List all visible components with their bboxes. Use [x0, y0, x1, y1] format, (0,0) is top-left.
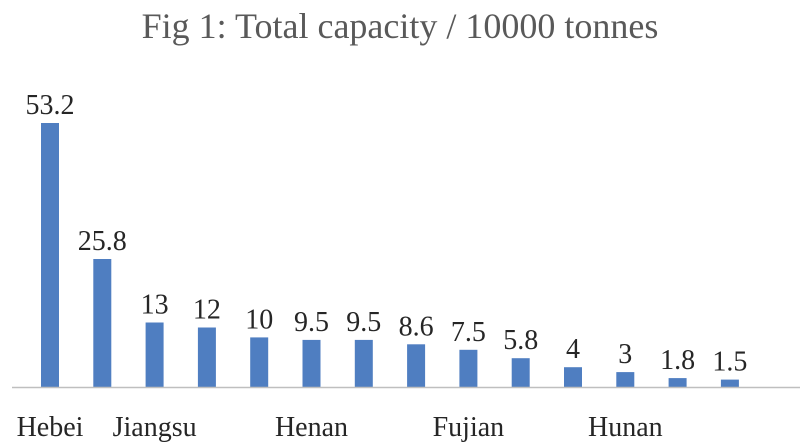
data-label-10: 4: [566, 334, 580, 365]
data-label-3: 12: [193, 295, 221, 326]
data-label-12: 1.8: [660, 345, 695, 376]
bar-1: [93, 259, 112, 387]
bars-group: [41, 123, 739, 387]
bar-2: [145, 322, 164, 387]
bar-9: [511, 358, 530, 387]
bar-12: [668, 378, 687, 387]
bar-3: [197, 327, 216, 387]
data-label-9: 5.8: [503, 325, 538, 356]
value-labels-group: 53.2 25.8 13 12 10 9.5 9.5 8.6 7.5 5.8 4 3 1.8 1.5: [26, 90, 748, 378]
category-label-11: Hunan: [588, 412, 663, 443]
bar-8: [459, 349, 478, 387]
bar-5: [302, 339, 321, 387]
bar-4: [250, 337, 269, 387]
bar-0: [41, 123, 59, 387]
data-label-11: 3: [618, 339, 632, 370]
category-label-8: Fujian: [433, 412, 505, 443]
data-label-0: 53.2: [26, 90, 75, 121]
data-label-13: 1.5: [712, 347, 747, 378]
chart-title: Fig 1: Total capacity / 10000 tonnes: [141, 6, 659, 46]
category-label-5: Henan: [275, 412, 348, 443]
bar-7: [407, 344, 426, 387]
bar-13: [720, 379, 739, 387]
data-label-5: 9.5: [294, 307, 329, 338]
category-labels-group: Hebei Jiangsu Henan Fujian Hunan: [17, 412, 663, 443]
data-label-4: 10: [245, 304, 273, 335]
category-label-0: Hebei: [17, 412, 84, 443]
bar-11: [616, 372, 635, 387]
data-label-1: 25.8: [78, 226, 127, 257]
bar-10: [564, 367, 582, 387]
category-label-2: Jiangsu: [113, 412, 197, 443]
bar-6: [354, 339, 373, 387]
data-label-7: 8.6: [399, 311, 434, 342]
data-label-2: 13: [141, 290, 169, 321]
data-label-8: 7.5: [451, 317, 486, 348]
data-label-6: 9.5: [346, 307, 381, 338]
